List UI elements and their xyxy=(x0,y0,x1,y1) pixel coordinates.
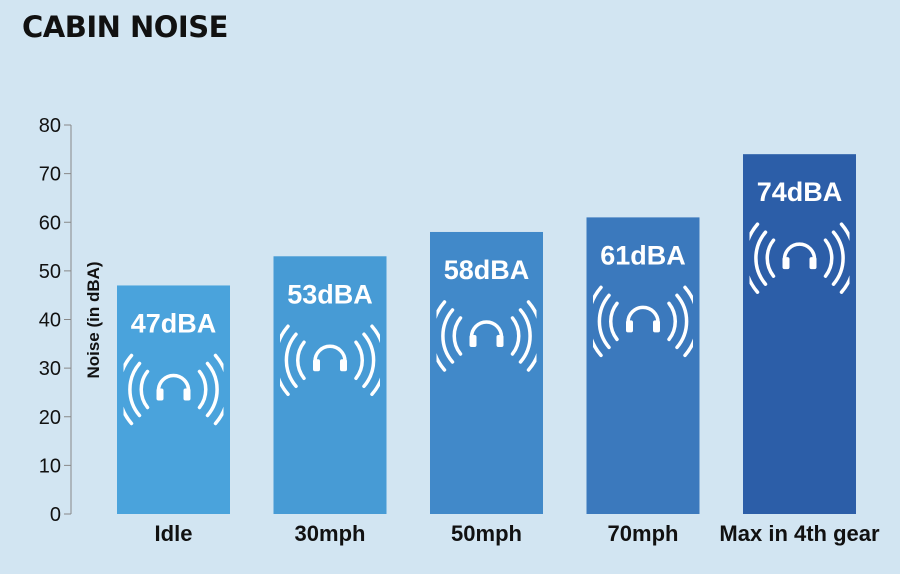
y-axis-ticks: 0 10 20 30 40 50 60 70 80 xyxy=(39,115,71,526)
bar xyxy=(430,231,543,514)
y-tick-label: 0 xyxy=(50,504,61,526)
bar-value-label: 53dBA xyxy=(287,279,373,309)
chart-title: CABIN NOISE xyxy=(22,10,228,44)
bar xyxy=(273,256,387,514)
bar-value-label: 47dBA xyxy=(131,308,217,338)
y-tick-label: 70 xyxy=(39,164,61,186)
y-tick-label: 80 xyxy=(39,115,61,137)
x-category-label: Max in 4th gear xyxy=(719,521,880,546)
y-tick-label: 60 xyxy=(39,212,61,234)
bar-series: 47dBA 53dBA 58dBA 61dBA 74dBA xyxy=(117,154,856,515)
y-tick-label: 10 xyxy=(39,455,61,477)
y-axis-title: Noise (in dBA) xyxy=(84,261,103,378)
y-tick-label: 20 xyxy=(39,407,61,429)
x-category-label: 70mph xyxy=(608,521,679,546)
bar-value-label: 74dBA xyxy=(757,177,843,207)
x-category-label: 30mph xyxy=(295,521,366,546)
bar-value-label: 58dBA xyxy=(444,255,530,285)
x-axis-labels: Idle 30mph 50mph 70mph Max in 4th gear xyxy=(155,521,880,546)
bar xyxy=(586,217,700,514)
x-category-label: Idle xyxy=(155,521,193,546)
y-tick-label: 50 xyxy=(39,261,61,283)
bar xyxy=(117,285,230,514)
bar xyxy=(743,154,856,515)
x-category-label: 50mph xyxy=(451,521,522,546)
y-tick-label: 30 xyxy=(39,358,61,380)
bar-value-label: 61dBA xyxy=(600,240,686,270)
y-tick-label: 40 xyxy=(39,310,61,332)
